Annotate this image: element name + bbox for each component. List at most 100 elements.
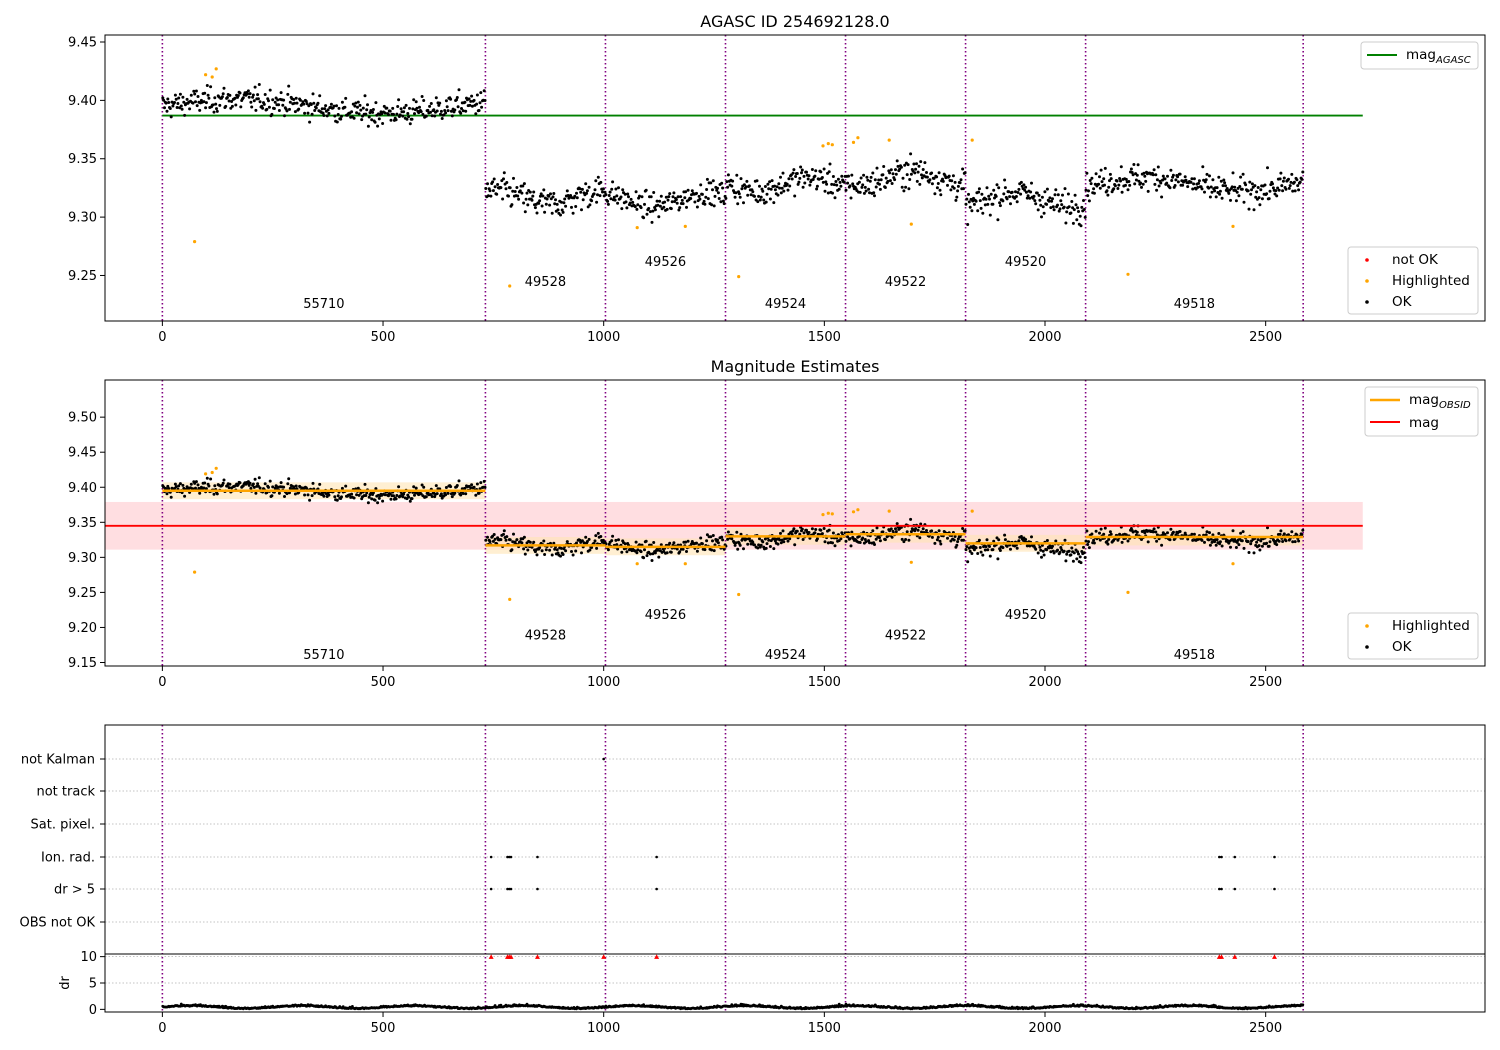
top-ok-point-1093 [1078, 214, 1082, 218]
mid-ok-point-609 [672, 541, 676, 545]
top-ok-point-50 [203, 91, 207, 95]
top-ok-point-1018 [1015, 200, 1019, 204]
top-ok-point-1233 [1196, 185, 1200, 189]
top-ok-point-103 [247, 95, 251, 99]
mid-ok-point-144 [282, 485, 286, 489]
mid-highlighted-point-5 [635, 562, 639, 566]
top-ok-point-1258 [1217, 175, 1221, 179]
top-ok-point-1116 [1098, 175, 1101, 179]
x-tick-label-1: 500 [371, 330, 396, 345]
top-ok-point-65 [215, 109, 219, 113]
y-tick-label-7: 9.50 [68, 411, 97, 426]
top-ok-point-1143 [1120, 190, 1124, 194]
top-ok-point-207 [335, 104, 338, 108]
top-ok-point-133 [272, 107, 276, 110]
mid-ok-point-1349 [1293, 540, 1297, 544]
top-ok-point-131 [271, 98, 275, 102]
top-ok-point-568 [638, 194, 641, 198]
top-ok-point-808 [839, 184, 843, 188]
mid-ok-point-923 [935, 538, 939, 542]
top-ok-point-917 [930, 182, 934, 186]
top-ok-point-450 [538, 194, 542, 198]
top-ok-point-1080 [1067, 205, 1071, 209]
top-ok-point-162 [297, 107, 301, 111]
mid-highlighted-point-3 [214, 466, 218, 470]
mid-ok-point-1058 [1049, 550, 1053, 554]
obsid-label-49520: 49520 [1005, 608, 1046, 623]
mid-ok-point-964 [970, 552, 974, 555]
top-ok-point-1315 [1265, 192, 1269, 196]
top-ok-point-530 [606, 199, 610, 203]
mid-ok-point-1274 [1230, 537, 1234, 541]
mid-ok-point-736 [779, 531, 782, 535]
top-ok-point-506 [585, 189, 589, 193]
top-ok-point-457 [544, 202, 548, 206]
mid-ok-point-278 [394, 497, 398, 501]
top-ok-point-631 [690, 189, 694, 193]
top-highlighted-point-11 [851, 140, 856, 144]
top-ok-point-340 [446, 109, 450, 113]
mid-ok-point-1180 [1151, 530, 1155, 534]
mid-ok-point-1069 [1058, 550, 1062, 554]
mid-ok-point-885 [904, 538, 908, 541]
top-ok-point-295 [408, 122, 412, 126]
top-ok-point-1002 [1002, 192, 1006, 196]
top-ok-point-610 [673, 200, 677, 203]
top-ok-point-1319 [1268, 189, 1272, 193]
mid-ok-point-355 [459, 493, 463, 497]
mid-ok-point-718 [763, 537, 767, 541]
mid-ok-point-536 [611, 534, 615, 538]
mid-ok-point-763 [801, 538, 805, 541]
top-ok-point-1308 [1259, 188, 1263, 192]
mid-ok-point-1287 [1241, 530, 1245, 534]
top-ok-point-412 [507, 194, 510, 198]
top-ok-point-29 [185, 97, 189, 101]
dr-clipped-marker-10 [1271, 954, 1277, 959]
top-ok-point-1255 [1214, 195, 1218, 199]
top-highlighted-point-7 [737, 275, 741, 279]
top-ok-point-205 [333, 114, 337, 118]
dr-clipped-marker-8 [1219, 954, 1225, 959]
top-ok-point-923 [935, 186, 939, 190]
top-ok-point-841 [867, 187, 871, 191]
mid-ok-point-1126 [1106, 542, 1110, 546]
top-ok-point-998 [998, 204, 1002, 208]
top-ok-point-961 [967, 200, 971, 204]
top-ok-point-1107 [1090, 176, 1094, 180]
top-ok-point-489 [571, 211, 575, 215]
top-ok-point-899 [915, 179, 919, 183]
panel-top-legend-upper: magAGASC [1360, 41, 1479, 70]
top-ok-point-916 [930, 171, 934, 175]
mid-ok-point-251 [371, 491, 375, 495]
top-ok-point-791 [825, 182, 829, 186]
mid-ok-point-517 [595, 546, 599, 550]
mid-ok-point-295 [408, 499, 412, 503]
mid-ok-point-1100 [1084, 539, 1088, 543]
top-ok-point-957 [964, 202, 968, 206]
top-ok-point-379 [479, 91, 483, 95]
mid-ok-point-835 [862, 530, 866, 534]
top-ok-point-108 [251, 93, 255, 97]
flag-point-4-4 [536, 887, 539, 891]
mid-ok-point-65 [215, 492, 219, 496]
mid-ok-point-1097 [1082, 545, 1085, 549]
mid-ok-point-61 [212, 492, 216, 496]
top-ok-point-159 [294, 96, 298, 100]
top-ok-point-882 [901, 176, 905, 180]
mid-ok-point-801 [833, 544, 837, 548]
top-ok-point-448 [537, 201, 541, 205]
top-ok-point-187 [318, 94, 322, 98]
mid-ok-point-636 [695, 541, 698, 545]
top-ok-point-225 [350, 110, 354, 114]
y-tick-label-6: 9.45 [68, 446, 97, 461]
top-ok-point-939 [949, 188, 953, 192]
top-ok-point-1053 [1045, 202, 1049, 206]
top-ok-point-371 [472, 98, 476, 102]
top-ok-point-298 [411, 107, 415, 111]
top-ok-point-1355 [1298, 180, 1302, 184]
top-ok-point-1151 [1127, 180, 1131, 183]
top-ok-point-560 [631, 200, 635, 204]
mid-ok-point-34 [189, 482, 193, 486]
top-ok-point-1296 [1249, 192, 1253, 196]
top-ok-point-1119 [1100, 180, 1104, 184]
